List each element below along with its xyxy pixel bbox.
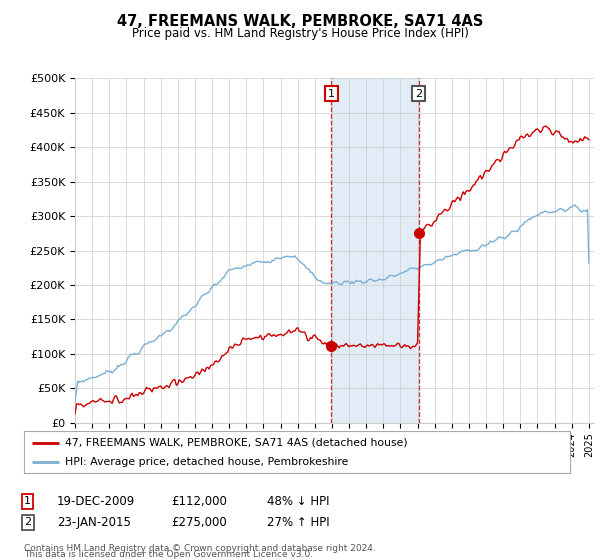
Text: 47, FREEMANS WALK, PEMBROKE, SA71 4AS (detached house): 47, FREEMANS WALK, PEMBROKE, SA71 4AS (d…	[65, 437, 407, 447]
Text: 48% ↓ HPI: 48% ↓ HPI	[267, 494, 329, 508]
Text: 23-JAN-2015: 23-JAN-2015	[57, 516, 131, 529]
Text: 27% ↑ HPI: 27% ↑ HPI	[267, 516, 329, 529]
Text: £275,000: £275,000	[171, 516, 227, 529]
Text: 1: 1	[24, 496, 31, 506]
Text: £112,000: £112,000	[171, 494, 227, 508]
Text: 2: 2	[24, 517, 31, 528]
Text: 1: 1	[328, 88, 335, 99]
Bar	[331, 78, 419, 423]
Text: 19-DEC-2009: 19-DEC-2009	[57, 494, 135, 508]
Text: Price paid vs. HM Land Registry's House Price Index (HPI): Price paid vs. HM Land Registry's House …	[131, 27, 469, 40]
Text: 2: 2	[415, 88, 422, 99]
Text: 47, FREEMANS WALK, PEMBROKE, SA71 4AS: 47, FREEMANS WALK, PEMBROKE, SA71 4AS	[117, 14, 483, 29]
Text: HPI: Average price, detached house, Pembrokeshire: HPI: Average price, detached house, Pemb…	[65, 457, 349, 467]
Text: Contains HM Land Registry data © Crown copyright and database right 2024.: Contains HM Land Registry data © Crown c…	[24, 544, 376, 553]
Text: This data is licensed under the Open Government Licence v3.0.: This data is licensed under the Open Gov…	[24, 550, 313, 559]
